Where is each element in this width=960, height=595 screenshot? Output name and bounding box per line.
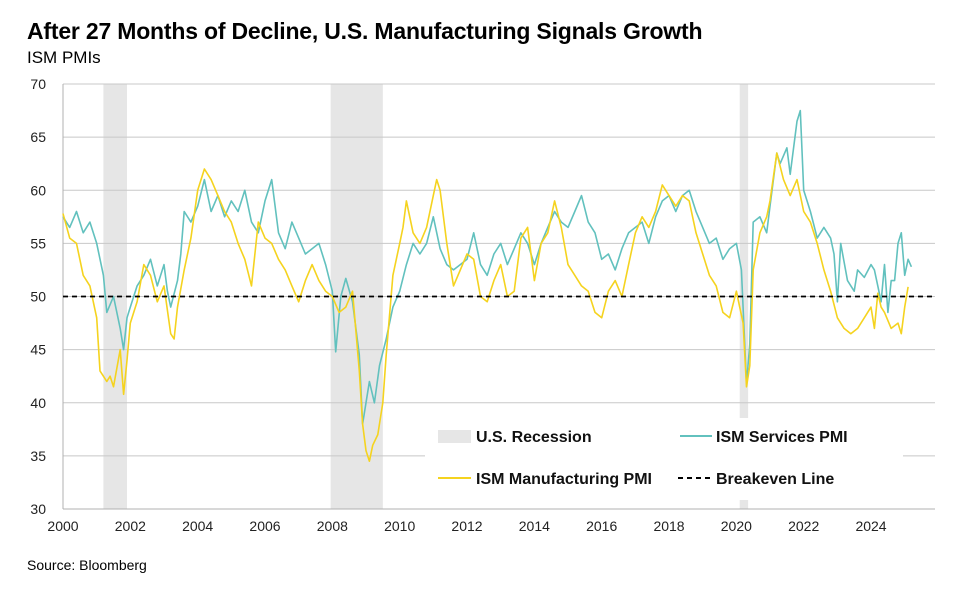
x-tick-label: 2022 (788, 518, 819, 534)
y-tick-label: 40 (30, 395, 46, 411)
y-tick-label: 65 (30, 129, 46, 145)
y-tick-label: 35 (30, 448, 46, 464)
x-tick-label: 2004 (182, 518, 213, 534)
legend-swatch-recession (438, 430, 471, 443)
legend-label-breakeven: Breakeven Line (716, 471, 834, 488)
y-tick-label: 30 (30, 501, 46, 517)
x-tick-label: 2016 (586, 518, 617, 534)
x-tick-label: 2018 (653, 518, 684, 534)
series-line-ism-services (62, 109, 913, 425)
series-line-ism-manufacturing (62, 152, 909, 462)
chart-title: After 27 Months of Decline, U.S. Manufac… (27, 18, 703, 44)
legend-label-services: ISM Services PMI (716, 429, 848, 446)
x-tick-label: 2010 (384, 518, 415, 534)
legend-background (425, 418, 903, 500)
source-note: Source: Bloomberg (27, 557, 147, 573)
y-tick-label: 70 (30, 76, 46, 92)
y-tick-label: 50 (30, 289, 46, 305)
x-tick-label: 2008 (317, 518, 348, 534)
legend: U.S. Recession ISM Services PMI ISM Manufa… (425, 418, 903, 500)
x-tick-label: 2000 (47, 518, 78, 534)
x-tick-label: 2006 (249, 518, 280, 534)
legend-label-manufacturing: ISM Manufacturing PMI (476, 471, 652, 488)
x-tick-label: 2002 (115, 518, 146, 534)
x-tick-label: 2012 (451, 518, 482, 534)
legend-label-recession: U.S. Recession (476, 429, 592, 446)
y-tick-label: 45 (30, 342, 46, 358)
x-tick-label: 2020 (721, 518, 752, 534)
x-tick-label: 2014 (519, 518, 550, 534)
y-tick-label: 60 (30, 182, 46, 198)
y-tick-label: 55 (30, 235, 46, 251)
x-tick-label: 2024 (855, 518, 886, 534)
chart-subtitle: ISM PMIs (27, 48, 101, 67)
